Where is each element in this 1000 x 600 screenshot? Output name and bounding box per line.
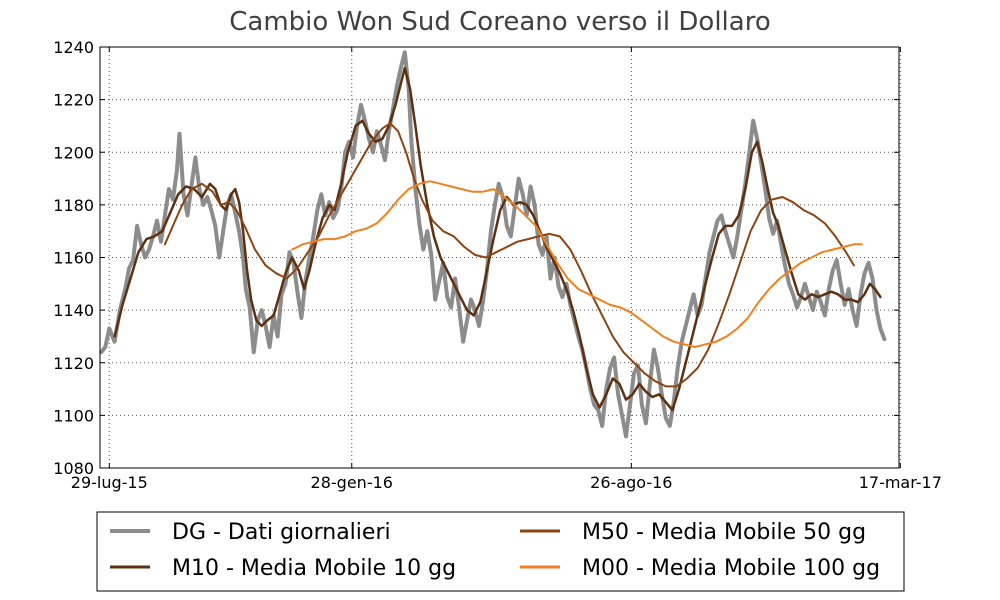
y-tick-label: 1180 bbox=[53, 196, 94, 215]
y-tick-label: 1140 bbox=[53, 301, 94, 320]
y-tick-label: 1080 bbox=[53, 459, 94, 478]
series-line-4 bbox=[291, 180, 863, 348]
legend-box bbox=[96, 511, 905, 592]
legend-label: M50 - Media Mobile 50 gg bbox=[582, 520, 866, 545]
legend-label: M10 - Media Mobile 10 gg bbox=[172, 556, 456, 581]
y-tick-label: 1240 bbox=[53, 38, 94, 57]
x-tick-label: 17-mar-17 bbox=[859, 473, 942, 492]
series-line-3 bbox=[163, 122, 855, 388]
plot-area bbox=[99, 50, 887, 439]
y-tick-label: 1120 bbox=[53, 354, 94, 373]
legend-label: DG - Dati giornalieri bbox=[172, 520, 391, 545]
series-line-2 bbox=[113, 66, 882, 412]
y-tick-label: 1220 bbox=[53, 91, 94, 110]
y-tick-label: 1200 bbox=[53, 143, 94, 162]
legend: DG - Dati giornalieri M10 - Media Mobile … bbox=[96, 511, 905, 592]
chart-title: Cambio Won Sud Coreano verso il Dollaro bbox=[229, 7, 771, 37]
axes: 1080 1100 1120 1140 1160 1180 1200 1220 1240 29-l… bbox=[53, 38, 942, 492]
legend-label: M00 - Media Mobile 100 gg bbox=[582, 556, 880, 581]
x-tick-label: 26-ago-16 bbox=[590, 473, 672, 492]
x-tick-label: 28-gen-16 bbox=[311, 473, 393, 492]
y-tick-label: 1160 bbox=[53, 249, 94, 268]
series-line-1 bbox=[99, 50, 887, 439]
x-tick-label: 29-lug-15 bbox=[71, 473, 148, 492]
y-tick-label: 1100 bbox=[53, 406, 94, 425]
